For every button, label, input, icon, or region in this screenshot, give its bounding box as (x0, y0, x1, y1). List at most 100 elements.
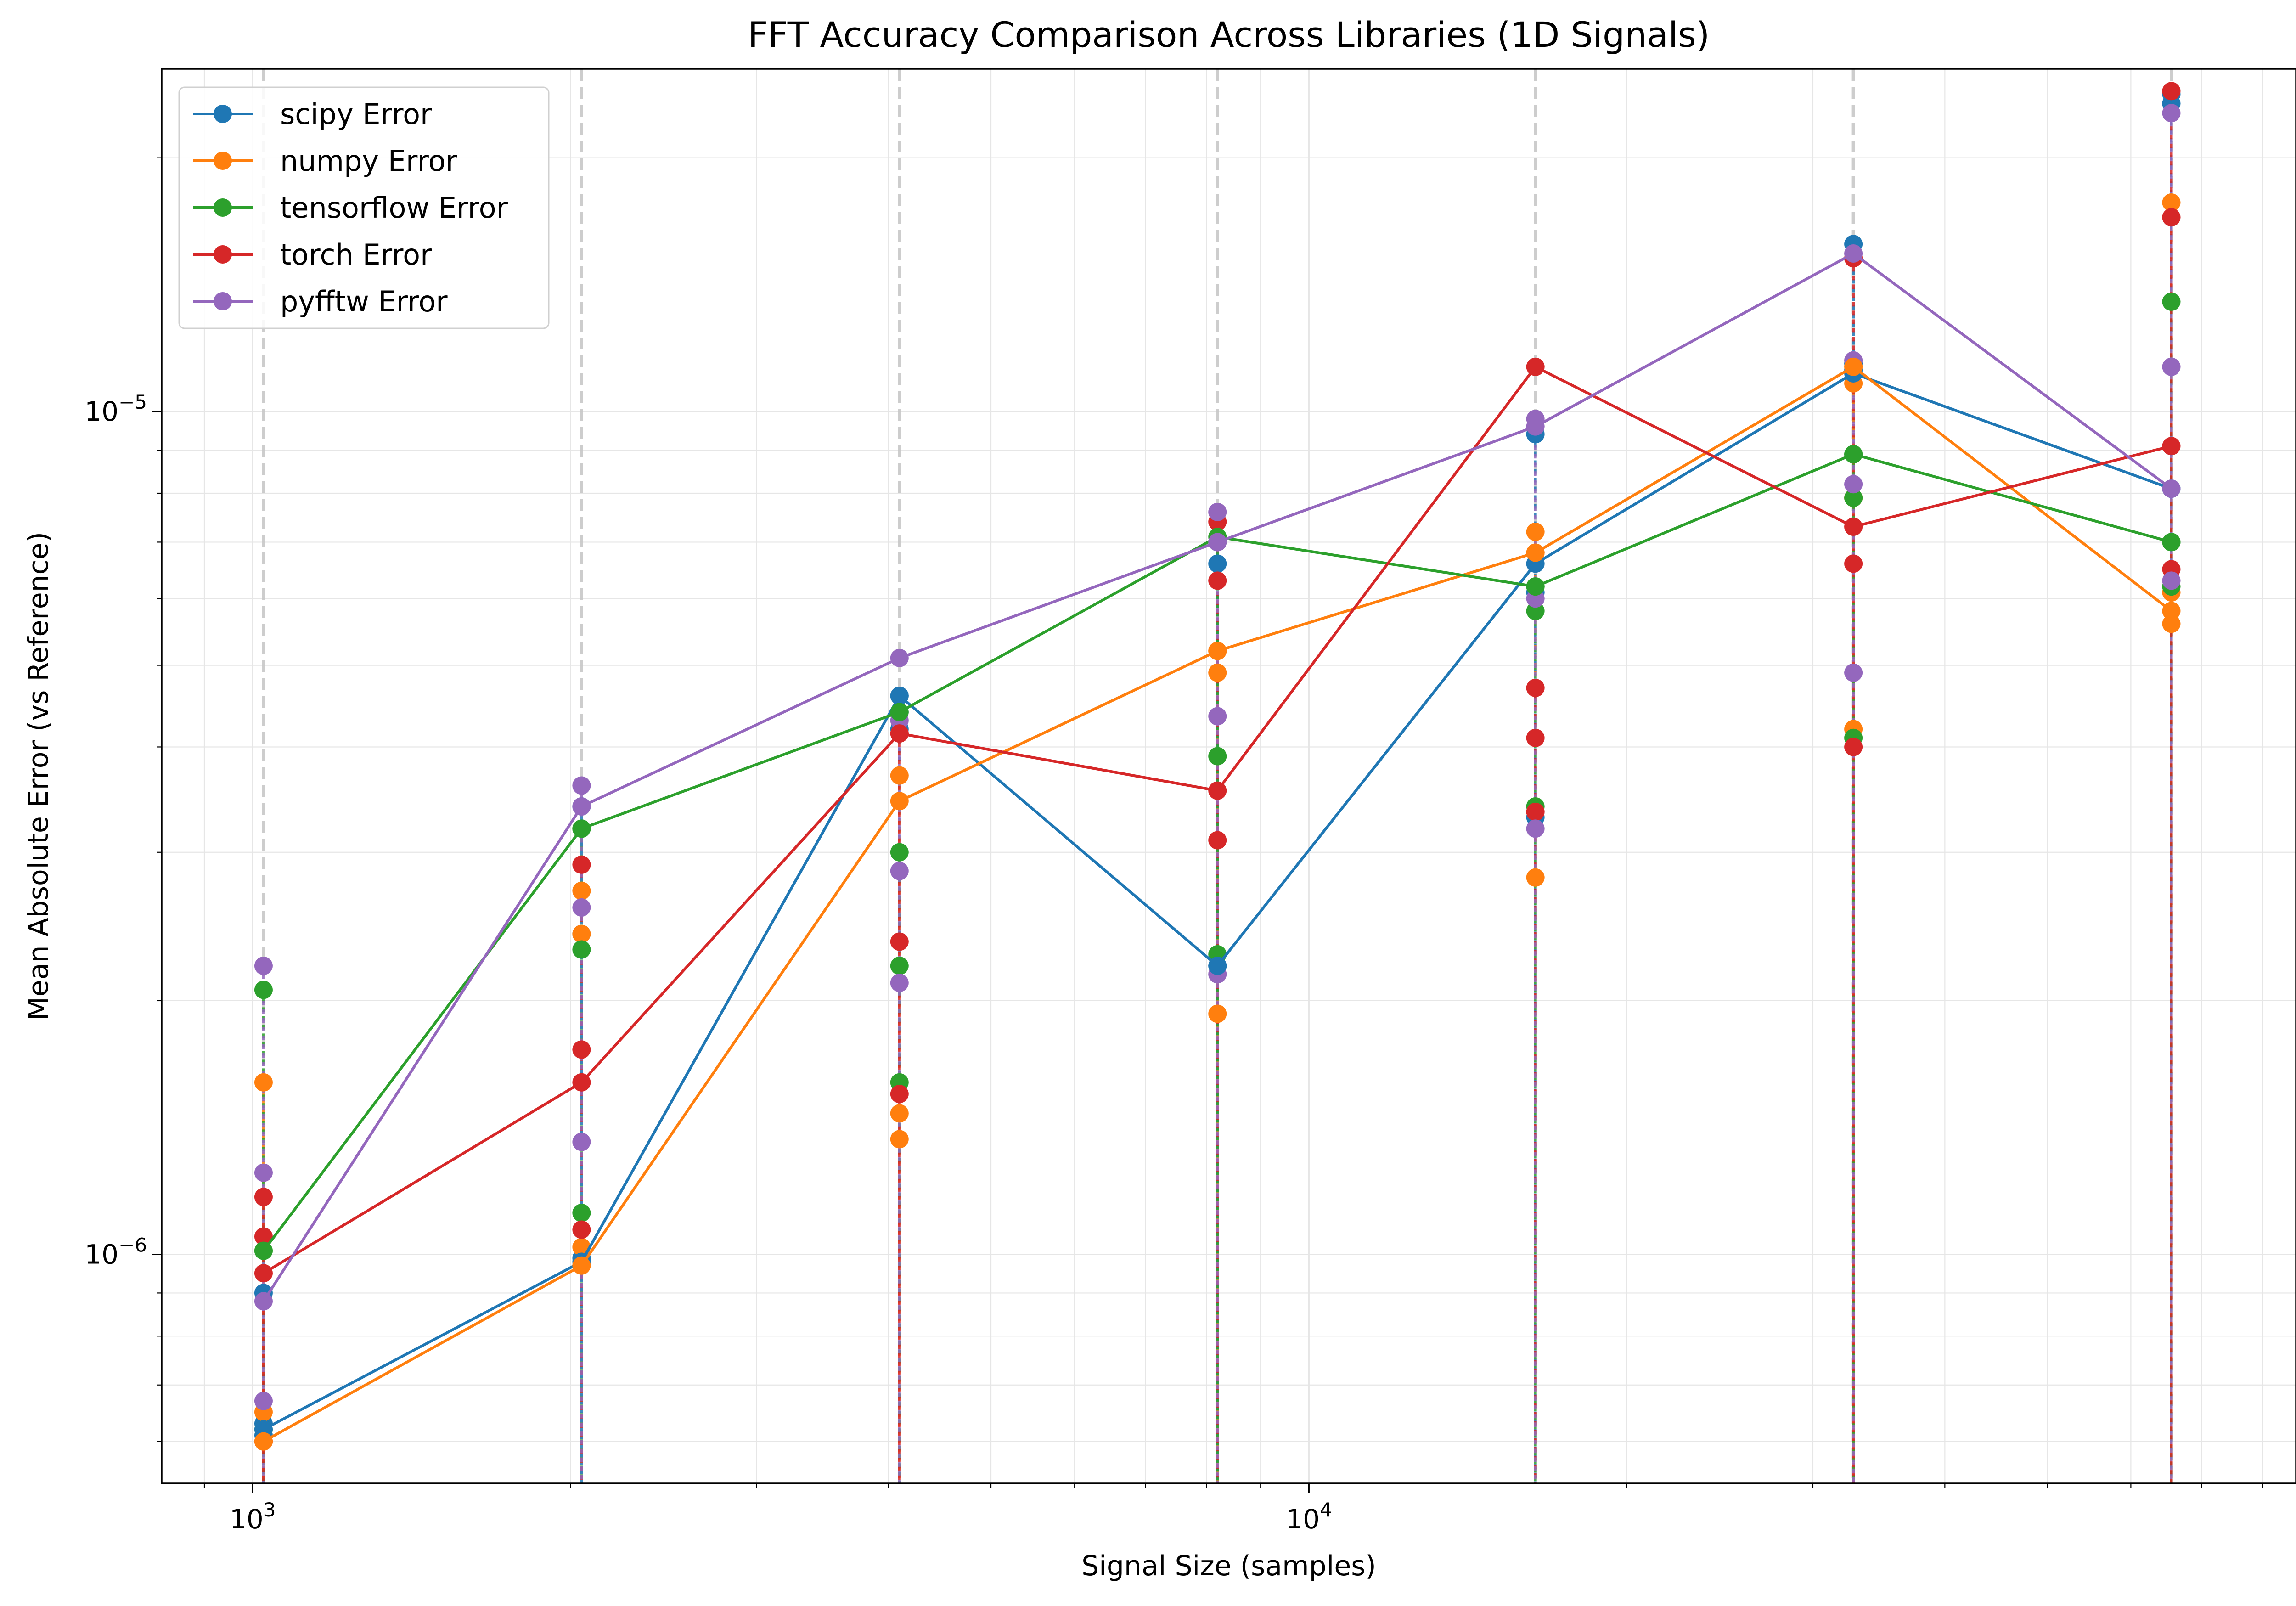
pyfftw-series-point (1526, 417, 1545, 436)
tensorflow-trial-point (254, 981, 273, 999)
legend-swatch-marker-torch (214, 245, 232, 264)
torch-trial-point (572, 1220, 591, 1239)
legend-swatch-marker-scipy (214, 105, 232, 123)
tensorflow-trial-point (1208, 747, 1227, 766)
torch-series-point (890, 724, 909, 743)
legend-label-pyfftw: pyfftw Error (280, 285, 448, 318)
torch-trial-point (1208, 831, 1227, 850)
pyfftw-trial-point (572, 1133, 591, 1151)
numpy-series-point (1844, 357, 1863, 376)
tensorflow-trial-point (572, 1204, 591, 1223)
numpy-trial-point (1526, 522, 1545, 541)
tensorflow-trial-point (890, 956, 909, 975)
pyfftw-series-point (2162, 479, 2181, 498)
plot-frame (161, 68, 2296, 1484)
pyfftw-trial-point (254, 956, 273, 975)
numpy-trial-point (890, 1104, 909, 1123)
torch-series-point (1844, 517, 1863, 536)
tensorflow-series-point (2162, 533, 2181, 552)
torch-series-point (2162, 437, 2181, 456)
numpy-trial-point (2162, 614, 2181, 633)
tensorflow-trial-point (1844, 489, 1863, 507)
pyfftw-trial-point (2162, 357, 2181, 376)
pyfftw-trial-point (890, 974, 909, 992)
pyfftw-series-point (254, 1292, 273, 1311)
torch-trial-point (1526, 728, 1545, 747)
legend-swatch-marker-tensorflow (214, 198, 232, 217)
pyfftw-trial-point (1844, 663, 1863, 682)
numpy-series-point (1526, 543, 1545, 562)
legend-label-torch: torch Error (280, 238, 432, 271)
y-axis-label: Mean Absolute Error (vs Reference) (23, 532, 55, 1020)
numpy-series-point (254, 1432, 273, 1451)
numpy-trial-point (572, 924, 591, 943)
x-axis-label: Signal Size (samples) (1081, 1550, 1376, 1582)
pyfftw-trial-point (1844, 475, 1863, 494)
numpy-series-point (1208, 642, 1227, 660)
torch-trial-point (1208, 571, 1227, 590)
grid-layer (162, 69, 2296, 1483)
scipy-trial-point (1208, 554, 1227, 573)
legend-label-scipy: scipy Error (280, 97, 432, 131)
torch-trial-point (1526, 678, 1545, 697)
torch-trial-point (1844, 738, 1863, 756)
numpy-trial-point (890, 766, 909, 785)
torch-trial-point (1844, 554, 1863, 573)
legend-box (178, 86, 550, 329)
pyfftw-trial-point (254, 1392, 273, 1410)
x-tick-label: 103 (230, 1499, 276, 1535)
tensorflow-series-point (1526, 577, 1545, 596)
torch-series-point (254, 1264, 273, 1283)
legend-label-tensorflow: tensorflow Error (280, 191, 508, 225)
torch-trial-point (254, 1188, 273, 1206)
chart-title: FFT Accuracy Comparison Across Libraries… (748, 14, 1710, 55)
pyfftw-trial-point (572, 898, 591, 917)
numpy-trial-point (1526, 868, 1545, 887)
legend-swatch-marker-numpy (214, 152, 232, 170)
torch-series-point (1208, 781, 1227, 800)
y-tick-label: 10−6 (84, 1234, 147, 1270)
pyfftw-trial-point (254, 1163, 273, 1182)
pyfftw-series-point (1844, 244, 1863, 263)
torch-trial-point (890, 1085, 909, 1104)
numpy-series-point (572, 1256, 591, 1275)
tensorflow-series-point (572, 819, 591, 838)
x-tick-label: 104 (1286, 1499, 1332, 1535)
pyfftw-trial-point (1526, 819, 1545, 838)
data-layer (254, 82, 2181, 1483)
pyfftw-series-point (1208, 533, 1227, 552)
numpy-trial-point (572, 881, 591, 900)
numpy-trial-point (890, 1130, 909, 1149)
numpy-trial-point (1208, 1004, 1227, 1023)
torch-trial-point (890, 932, 909, 951)
torch-trial-point (572, 855, 591, 874)
legend-swatch-marker-pyfftw (214, 292, 232, 310)
pyfftw-trial-point (1208, 707, 1227, 726)
torch-series-point (1526, 357, 1545, 376)
numpy-trial-point (2162, 193, 2181, 212)
torch-trial-point (254, 1227, 273, 1246)
pyfftw-series-point (890, 648, 909, 667)
legend: scipy Error numpy Error tensorflow Error to… (178, 86, 550, 329)
pyfftw-trial-point (2162, 104, 2181, 123)
tensorflow-series-point (1844, 445, 1863, 464)
numpy-series-point (890, 792, 909, 811)
tick-layer: 103 104 10−6 10−5 (84, 157, 2263, 1535)
pyfftw-trial-point (1208, 502, 1227, 521)
torch-trial-point (572, 1040, 591, 1059)
numpy-trial-point (254, 1073, 273, 1092)
torch-series-point (572, 1073, 591, 1092)
pyfftw-trial-point (572, 776, 591, 795)
torch-trial-point (1526, 802, 1545, 821)
numpy-series-point (2162, 602, 2181, 620)
tensorflow-trial-point (890, 843, 909, 862)
pyfftw-series-point (572, 797, 591, 816)
numpy-trial-point (1208, 663, 1227, 682)
tensorflow-series-point (254, 1241, 273, 1260)
scipy-series-point (1208, 956, 1227, 975)
torch-trial-point (2162, 82, 2181, 101)
tensorflow-trial-point (572, 940, 591, 959)
pyfftw-trial-point (890, 862, 909, 880)
